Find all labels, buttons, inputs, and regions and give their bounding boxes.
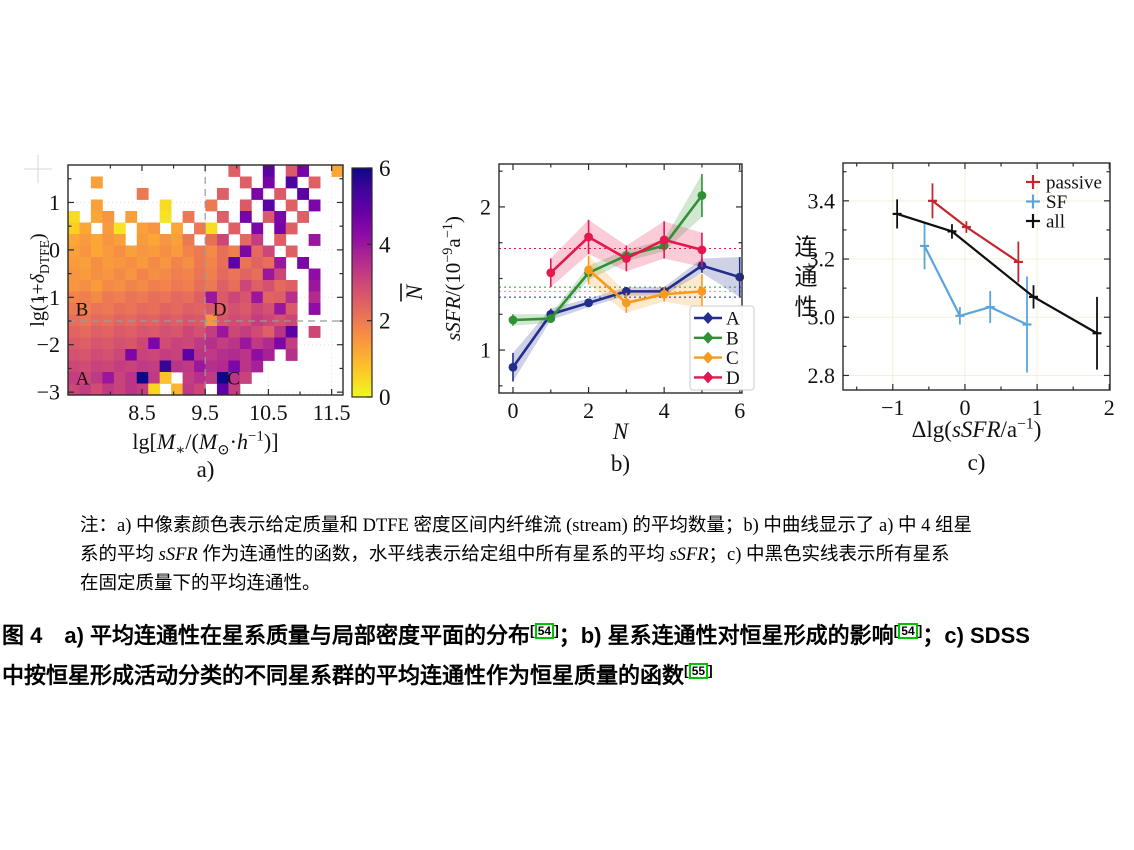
y-tick-label: 3.4 — [808, 188, 836, 213]
legend-label-C: C — [726, 348, 739, 369]
legend-label-passive: passive — [1046, 173, 1102, 194]
note-line-3: 在固定质量下的平均连通性。 — [80, 570, 1065, 599]
y-tick-label: 0 — [49, 237, 60, 262]
plot-frame — [842, 162, 1111, 391]
y-axis-label-char: 性 — [795, 295, 818, 320]
citation-number[interactable]: 54 — [898, 622, 918, 639]
series-C — [584, 255, 707, 313]
text-run: ；b) 星系连通性对恒星形成的影响 — [558, 623, 894, 648]
figure-note: 注：a) 中像素颜色表示给定质量和 DTFE 密度区间内纤维流 (stream)… — [80, 512, 1065, 599]
citation-number[interactable]: 55 — [688, 662, 709, 679]
colorbar-tick-label: 0 — [379, 385, 391, 410]
colorbar-label: N — [400, 283, 427, 302]
colorbar-tick-label: 2 — [379, 309, 391, 334]
series-passive — [927, 183, 1023, 283]
crop-mark-icon — [24, 155, 52, 183]
legend-label-A: A — [726, 309, 740, 330]
y-tick-label: 3.2 — [808, 247, 836, 272]
svg-text:lg[M∗/(M⊙·h−1)]: lg[M∗/(M⊙·h−1)] — [132, 429, 278, 459]
faint-grid — [843, 163, 1110, 390]
legend-label-SF: SF — [1046, 192, 1067, 213]
text-run: 系的平均 — [80, 545, 159, 565]
series-D — [546, 219, 707, 288]
x-tick-label: 0 — [959, 395, 970, 420]
text-run: ；c) SDSS — [922, 623, 1030, 648]
text-run: sSFR — [158, 545, 198, 565]
caption-line-1: 图 4 a) 平均连通性在星系质量与局部密度平面的分布[54]；b) 星系连通性… — [2, 616, 1132, 656]
x-tick-label: 9.5 — [191, 400, 219, 425]
heatmap-cells — [68, 165, 343, 395]
legend-label-B: B — [726, 328, 739, 349]
citation-link[interactable]: [54] — [893, 621, 923, 639]
region-label-A: A — [76, 369, 90, 390]
legend-label-D: D — [726, 368, 740, 389]
svg-text:Δlg(sSFR/a−1): Δlg(sSFR/a−1) — [912, 415, 1042, 442]
series-SF — [920, 222, 1032, 373]
legend-box — [689, 305, 755, 391]
x-tick-label: 4 — [659, 398, 670, 423]
text-run: 中按恒星形成活动分类的不同星系群的平均连通性作为恒星质量的函数 — [2, 663, 685, 688]
caption-line-2: 中按恒星形成活动分类的不同星系群的平均连通性作为恒星质量的函数[55] — [2, 656, 1132, 696]
svg-text:sSFR/(10−9a−1): sSFR/(10−9a−1) — [440, 216, 465, 341]
y-tick-label: 2 — [480, 194, 491, 219]
note-line-1: 注：a) 中像素颜色表示给定质量和 DTFE 密度区间内纤维流 (stream)… — [80, 512, 1065, 541]
x-tick-label: 0 — [507, 398, 518, 423]
legend-entry-passive: passive — [1026, 173, 1102, 194]
region-label-C: C — [227, 369, 240, 390]
x-tick-label: 8.5 — [128, 400, 156, 425]
region-label-B: B — [76, 299, 89, 320]
panel-a-heatmap: A B C D 8.5 9.5 10.5 11.5 1 0 −1 −2 −3 lg[M∗/(M⊙·h−1)… — [30, 156, 427, 482]
figure-caption: 图 4 a) 平均连通性在星系质量与局部密度平面的分布[54]；b) 星系连通性… — [2, 616, 1132, 696]
series-all — [892, 199, 1102, 370]
panel-c-line-chart: −1 0 1 2 2.8 3.0 3.2 3.4 Δlg(sSFR/a−1) 连通性 c) passi… — [795, 162, 1115, 475]
legend-entry-SF: SF — [1026, 192, 1067, 213]
y-tick-label: 2.8 — [808, 363, 836, 388]
x-tick-label: 2 — [583, 398, 594, 423]
svg-text:N: N — [612, 419, 630, 444]
panel-label-c: c) — [968, 450, 986, 475]
y-tick-label: −3 — [37, 380, 60, 405]
colorbar-tick-label: 4 — [379, 232, 391, 257]
svg-text:N: N — [402, 283, 427, 301]
panel-label-b: b) — [611, 451, 630, 476]
x-tick-label: 6 — [734, 398, 745, 423]
citation-link[interactable]: [55] — [684, 661, 713, 679]
y-tick-label: −2 — [37, 332, 60, 357]
y-axis-label-char: 连 — [795, 235, 818, 260]
y-tick-label: 3.0 — [808, 305, 836, 330]
citation-link[interactable]: [54] — [530, 621, 559, 639]
x-tick-label: 2 — [1104, 395, 1115, 420]
legend-label-all: all — [1046, 212, 1065, 233]
y-tick-label: −1 — [37, 285, 60, 310]
colorbar-tick-label: 6 — [379, 156, 391, 181]
x-tick-label: 10.5 — [249, 400, 288, 425]
text-run: 注：a) 中像素颜色表示给定质量和 DTFE 密度区间内纤维流 (stream)… — [80, 516, 973, 536]
region-label-D: D — [213, 299, 227, 320]
text-run: ；c) 中黑色实线表示所有星系 — [708, 545, 950, 565]
text-run: sSFR — [669, 545, 709, 565]
citation-number[interactable]: 54 — [534, 622, 555, 639]
x-tick-label: 1 — [1032, 395, 1043, 420]
text-run: 在固定质量下的平均连通性。 — [80, 574, 321, 594]
y-tick-label: 1 — [49, 190, 60, 215]
x-tick-label: 11.5 — [313, 400, 351, 425]
x-tick-label: −1 — [881, 395, 904, 420]
panel-label-a: a) — [197, 457, 215, 482]
note-line-2: 系的平均 sSFR 作为连通性的函数，水平线表示给定组中所有星系的平均 sSFR… — [80, 541, 1065, 570]
legend-entry-all: all — [1026, 212, 1065, 233]
y-axis-label-char: 通 — [795, 265, 818, 290]
colorbar — [352, 168, 372, 397]
y-tick-label: 1 — [480, 338, 491, 363]
text-run: 图 4 a) 平均连通性在星系质量与局部密度平面的分布 — [2, 623, 531, 648]
svg-text:lg(1+δDTFE): lg(1+δDTFE) — [30, 233, 52, 326]
text-run: 作为连通性的函数，水平线表示给定组中所有星系的平均 — [197, 545, 670, 565]
